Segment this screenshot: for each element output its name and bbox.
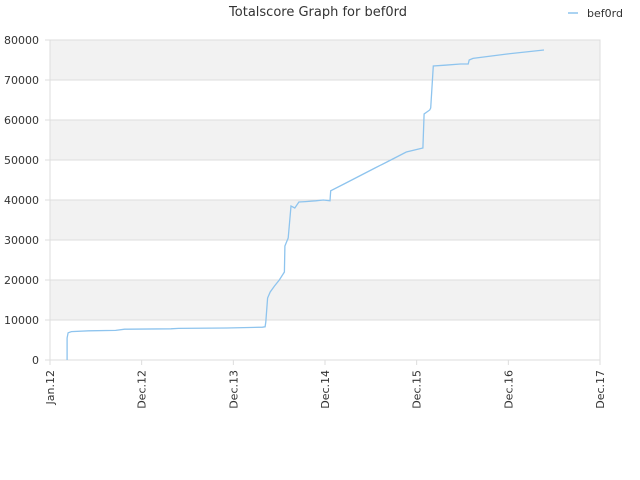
x-tick-label: Dec.12 <box>136 370 149 409</box>
y-tick-label: 40000 <box>4 194 39 207</box>
y-tick-label: 50000 <box>4 154 39 167</box>
y-tick-label: 10000 <box>4 314 39 327</box>
legend-label: bef0rd <box>587 7 623 20</box>
chart-title: Totalscore Graph for bef0rd <box>228 5 407 20</box>
band <box>50 200 600 240</box>
band <box>50 40 600 44</box>
band <box>50 120 600 160</box>
x-axis: Jan.12 Dec.12 Dec.13 Dec.14 Dec.15 Dec.16 Dec.… <box>44 360 607 409</box>
x-tick-label: Jan.12 <box>44 370 57 405</box>
y-tick-label: 30000 <box>4 234 39 247</box>
series-line-bef0rd <box>66 49 545 360</box>
y-tick-label: 60000 <box>4 114 39 127</box>
x-tick-label: Dec.15 <box>411 370 424 409</box>
y-axis: 0 10000 20000 30000 40000 50000 60000 70000 8000… <box>4 34 50 367</box>
x-tick-label: Dec.17 <box>594 370 607 409</box>
y-tick-label: 0 <box>32 354 39 367</box>
x-tick-label: Dec.16 <box>502 370 515 409</box>
band <box>50 40 600 80</box>
background-bands <box>50 40 600 320</box>
legend: bef0rd <box>568 7 623 20</box>
y-tick-label: 20000 <box>4 274 39 287</box>
x-tick-label: Dec.13 <box>227 370 240 409</box>
band <box>50 280 600 320</box>
y-tick-label: 70000 <box>4 74 39 87</box>
x-tick-label: Dec.14 <box>319 370 332 409</box>
y-tick-label: 80000 <box>4 34 39 47</box>
